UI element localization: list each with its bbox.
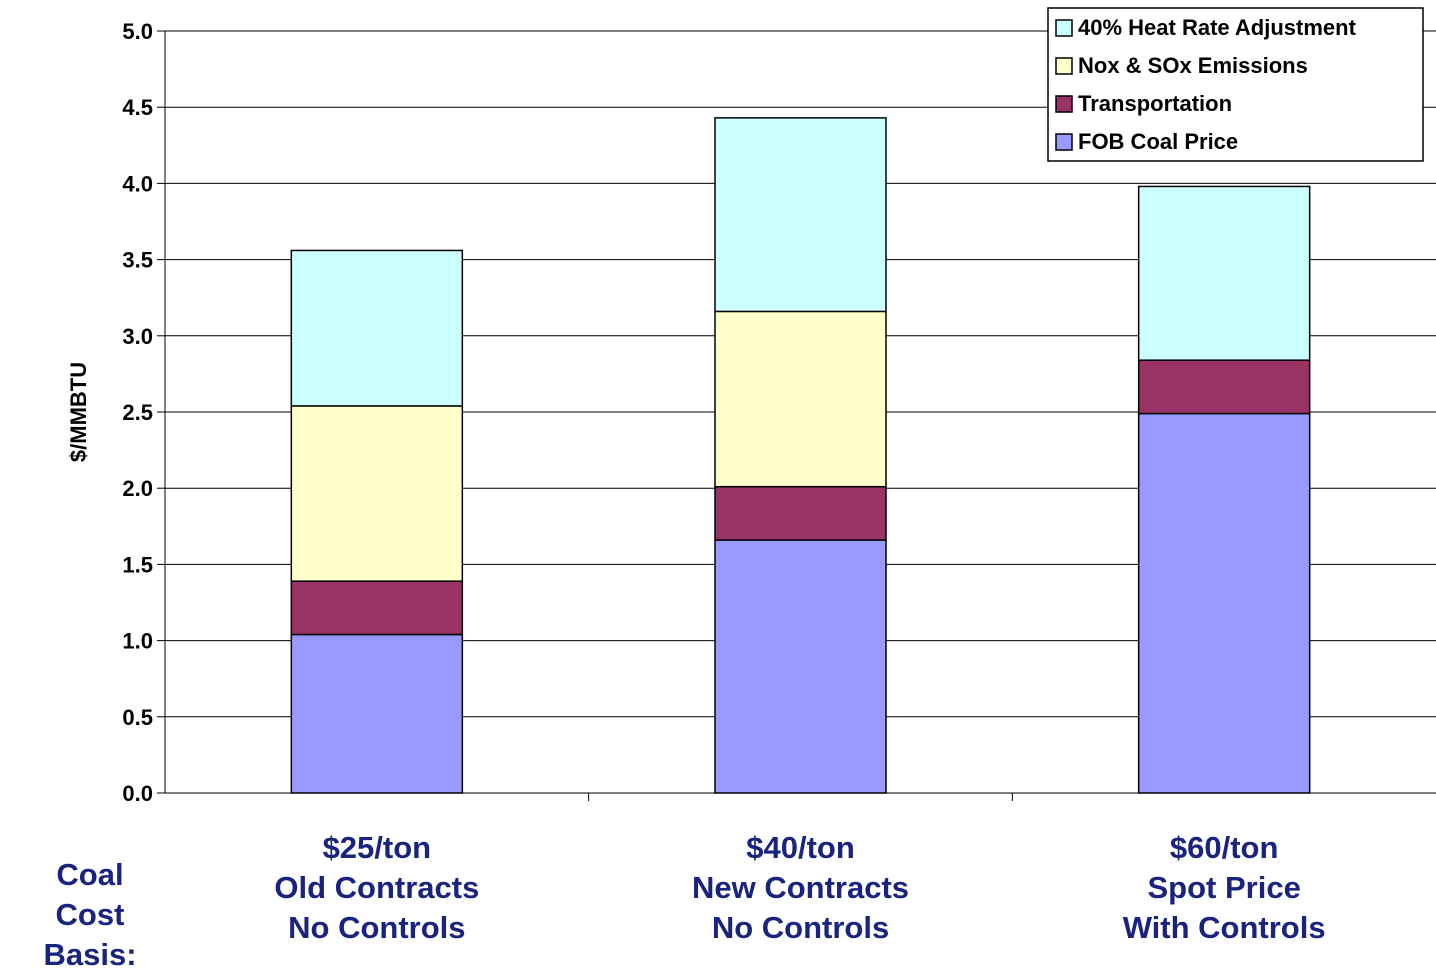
legend-label: Nox & SOx Emissions [1078, 53, 1308, 78]
category-label-line: No Controls [711, 910, 890, 945]
legend-swatch [1055, 95, 1073, 113]
y-tick-label: 2.5 [122, 400, 153, 425]
y-tick-label: 3.5 [122, 248, 153, 273]
y-tick-label: 1.0 [122, 629, 153, 654]
y-tick-label: 2.0 [122, 476, 153, 501]
bar-segment-transportation [1137, 359, 1311, 415]
y-tick-label: 4.0 [122, 171, 153, 196]
legend-swatch [1055, 133, 1073, 151]
y-tick-label: 3.0 [122, 324, 153, 349]
legend-swatch [1055, 19, 1073, 37]
y-tick-label: 1.5 [122, 552, 153, 577]
bar-segment-fob-coal-price [714, 539, 887, 794]
category-label-line: $60/ton [1169, 830, 1279, 865]
category-label-line: No Controls [288, 910, 466, 945]
category-label-line: With Controls [1122, 910, 1326, 945]
category-label-line: $25/ton [322, 830, 432, 865]
bar-segment-fob-coal-price [1137, 412, 1311, 794]
category-label: $60/ton Spot Price With Controls [1074, 828, 1374, 948]
y-tick-label: 0.0 [122, 781, 153, 806]
legend-swatch [1055, 57, 1073, 75]
y-tick-label: 5.0 [122, 19, 153, 44]
category-label-line: Spot Price [1147, 870, 1301, 905]
category-label-line: $40/ton [746, 830, 855, 865]
y-tick-label: 0.5 [122, 705, 153, 730]
category-label-line: Old Contracts [274, 870, 480, 905]
bar-segment-40-heat-rate-adjustment [290, 249, 464, 407]
category-label-line: New Contracts [691, 870, 910, 905]
bar-segment-nox-sox-emissions [290, 405, 464, 582]
coal-cost-basis-label: Coal Cost Basis: [43, 857, 137, 972]
bar-segment-fob-coal-price [290, 633, 464, 794]
legend-label: FOB Coal Price [1078, 129, 1238, 154]
bar-segment-nox-sox-emissions [714, 310, 887, 488]
y-axis-title: $/MMBTU [66, 362, 91, 462]
category-label: $40/ton New Contracts No Controls [651, 828, 951, 948]
bar-segment-40-heat-rate-adjustment [1137, 185, 1311, 361]
legend-label: Transportation [1078, 91, 1232, 116]
bar-segment-40-heat-rate-adjustment [714, 117, 887, 313]
bar-segment-transportation [290, 580, 464, 636]
category-label: $25/ton Old Contracts No Controls [227, 828, 527, 948]
legend [1047, 7, 1424, 162]
legend-label: 40% Heat Rate Adjustment [1078, 15, 1357, 40]
y-tick-label: 4.5 [122, 95, 153, 120]
bar-segment-transportation [714, 485, 887, 541]
chart: 0.0 0.5 1.0 1.5 2.0 2.5 3.0 3.5 4.0 4.5 5.0 $/MMBTU… [66, 7, 1436, 806]
